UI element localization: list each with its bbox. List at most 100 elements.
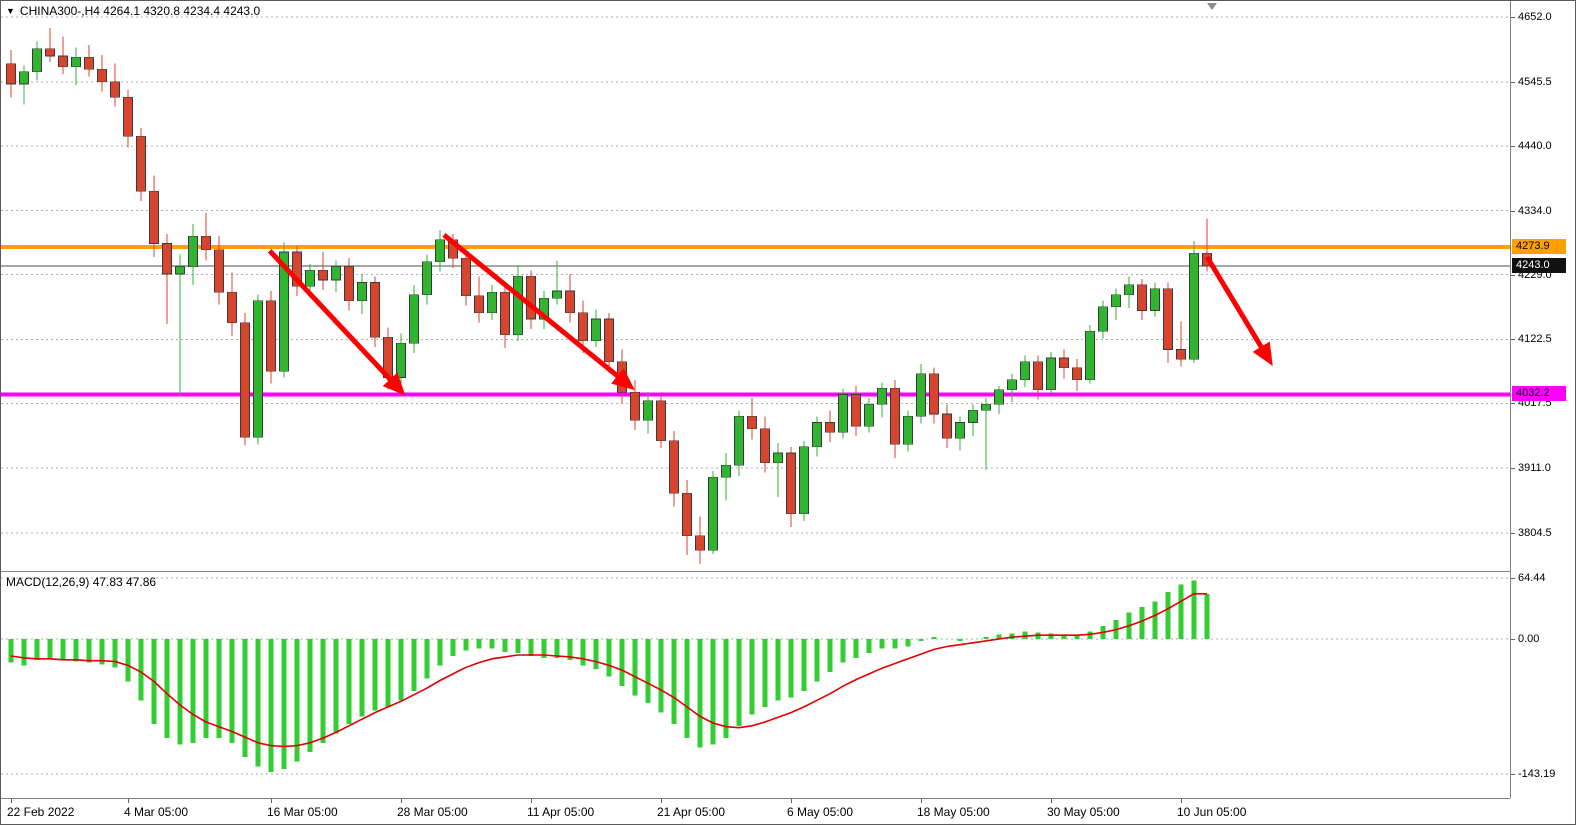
chart-title: ▼ CHINA300-,H4 4264.1 4320.8 4234.4 4243.… <box>6 4 260 18</box>
macd-axis-label: 64.44 <box>1518 572 1546 585</box>
candle <box>1124 276 1134 309</box>
candle <box>97 54 107 92</box>
candle <box>903 410 913 452</box>
price-axis-label: 3804.5 <box>1518 527 1552 540</box>
time-axis-label: 28 Mar 05:00 <box>397 805 468 819</box>
candle <box>175 254 185 396</box>
price-chart-canvas[interactable] <box>1 1 1510 571</box>
candle <box>591 309 601 348</box>
macd-pane[interactable]: MACD(12,26,9) 47.83 47.86 <box>1 572 1510 799</box>
trend-arrow[interactable] <box>1204 255 1273 366</box>
time-tick-mark <box>661 799 662 803</box>
candle <box>838 388 848 439</box>
current-price-tag: 4243.0 <box>1512 258 1566 274</box>
price-axis-label: 4334.0 <box>1518 204 1552 217</box>
candle <box>656 394 666 449</box>
candle <box>695 516 705 564</box>
candle <box>1137 278 1147 321</box>
candle <box>968 404 978 436</box>
candle <box>227 272 237 337</box>
macd-label: MACD(12,26,9) 47.83 47.86 <box>6 575 157 589</box>
symbol-marker-icon: ▼ <box>6 5 15 16</box>
candle <box>942 404 952 449</box>
chart-ohlc-values: 4264.1 4320.8 4234.4 4243.0 <box>103 4 261 18</box>
candle <box>604 312 614 373</box>
chart-shift-marker-icon[interactable] <box>1207 3 1217 10</box>
price-pane[interactable]: ▼ CHINA300-,H4 4264.1 4320.8 4234.4 4243.… <box>1 1 1510 572</box>
price-axis-label: 4122.5 <box>1518 333 1552 346</box>
axis-tick-mark <box>1511 774 1515 776</box>
candle <box>240 312 250 446</box>
candle <box>994 385 1004 414</box>
time-axis[interactable]: 22 Feb 2022 4 Mar 05:00 16 Mar 05:00 28 Mar… <box>1 799 1575 824</box>
trend-arrow[interactable] <box>267 249 406 396</box>
time-tick-mark <box>921 799 922 803</box>
candle <box>136 127 146 201</box>
candle <box>708 471 718 555</box>
chart-symbol-period: CHINA300-,H4 <box>19 4 100 18</box>
axis-tick-mark <box>1511 578 1515 580</box>
axis-tick-mark <box>1511 210 1515 212</box>
candle <box>877 382 887 418</box>
time-tick-mark <box>128 799 129 803</box>
candle <box>526 270 536 329</box>
time-axis-label: 4 Mar 05:00 <box>124 805 189 819</box>
candle <box>461 249 471 306</box>
resistance-line-price-tag: 4273.9 <box>1512 239 1566 255</box>
candle <box>266 291 276 384</box>
time-tick-mark <box>531 799 532 803</box>
candle <box>123 90 133 148</box>
time-axis-label: 22 Feb 2022 <box>7 805 75 819</box>
macd-chart-canvas[interactable] <box>1 572 1510 798</box>
candle <box>981 398 991 471</box>
macd-title: MACD(12,26,9) 47.83 47.86 <box>6 575 156 589</box>
candle <box>760 416 770 473</box>
candle <box>45 27 55 63</box>
candle <box>188 224 198 285</box>
time-tick-mark <box>401 799 402 803</box>
candle <box>370 276 380 348</box>
candle <box>864 398 874 433</box>
candle <box>851 385 861 436</box>
candle <box>799 440 809 522</box>
candle <box>669 431 679 507</box>
candle <box>1085 325 1095 384</box>
time-tick-mark <box>271 799 272 803</box>
candle <box>734 410 744 477</box>
candle <box>630 379 640 430</box>
axis-tick-mark <box>1511 146 1515 148</box>
time-axis-label: 10 Jun 05:00 <box>1177 805 1247 819</box>
candle <box>409 284 419 354</box>
candle <box>1046 351 1056 394</box>
macd-axis-label: -143.19 <box>1518 768 1556 781</box>
time-tick-mark <box>11 799 12 803</box>
candle <box>331 260 341 293</box>
candle <box>1059 349 1069 379</box>
candle <box>357 273 367 315</box>
candle <box>500 282 510 349</box>
candle <box>1176 321 1186 367</box>
time-tick-mark <box>1051 799 1052 803</box>
candle <box>32 41 42 81</box>
trend-arrow[interactable] <box>442 233 635 391</box>
candle <box>84 45 94 77</box>
candle <box>552 260 562 305</box>
candle <box>539 291 549 329</box>
price-axis[interactable]: 4652.0 4545.5 4440.0 4334.0 4229.0 4122.5 4017… <box>1510 1 1575 798</box>
candle <box>6 49 16 98</box>
candle <box>916 364 926 424</box>
candle <box>1111 288 1121 321</box>
candle <box>1033 355 1043 400</box>
candle <box>19 65 29 105</box>
candle <box>149 175 159 257</box>
price-axis-label: 4545.5 <box>1518 75 1552 88</box>
candle <box>1007 373 1017 402</box>
candle <box>721 452 731 501</box>
candle <box>422 254 432 305</box>
price-axis-label: 3911.0 <box>1518 462 1551 475</box>
time-tick-mark <box>1181 799 1182 803</box>
candle <box>643 392 653 434</box>
price-axis-label: 4440.0 <box>1518 140 1552 153</box>
candle <box>747 398 757 440</box>
